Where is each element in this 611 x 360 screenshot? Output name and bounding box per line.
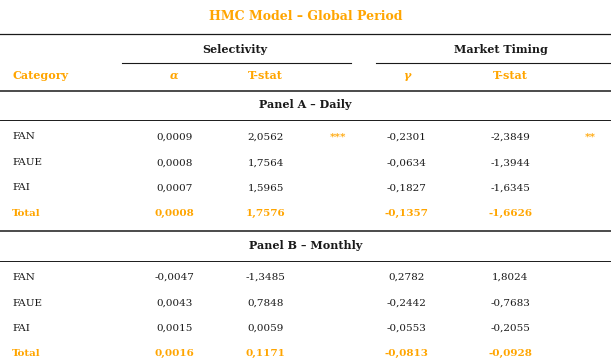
Text: Total: Total — [12, 349, 41, 358]
Text: -0,1357: -0,1357 — [384, 208, 428, 218]
Text: 0,0059: 0,0059 — [247, 324, 284, 333]
Text: 1,8024: 1,8024 — [492, 273, 529, 282]
Text: FAUE: FAUE — [12, 158, 42, 167]
Text: -0,1827: -0,1827 — [386, 184, 426, 192]
Text: α: α — [170, 70, 178, 81]
Text: FAN: FAN — [12, 273, 35, 282]
Text: -0,0553: -0,0553 — [386, 324, 426, 333]
Text: 1,7564: 1,7564 — [247, 158, 284, 167]
Text: ***: *** — [330, 132, 346, 141]
Text: -0,2055: -0,2055 — [490, 324, 530, 333]
Text: 2,0562: 2,0562 — [247, 132, 284, 141]
Text: FAUE: FAUE — [12, 299, 42, 307]
Text: -0,7683: -0,7683 — [490, 299, 530, 307]
Text: -0,2442: -0,2442 — [386, 299, 426, 307]
Text: -1,6626: -1,6626 — [488, 208, 532, 218]
Text: Market Timing: Market Timing — [454, 44, 548, 55]
Text: 0,0016: 0,0016 — [154, 349, 194, 358]
Text: 1,5965: 1,5965 — [247, 184, 284, 192]
Text: FAI: FAI — [12, 184, 30, 192]
Text: HMC Model – Global Period: HMC Model – Global Period — [209, 10, 402, 23]
Text: **: ** — [585, 132, 596, 141]
Text: Total: Total — [12, 209, 41, 217]
Text: FAI: FAI — [12, 324, 30, 333]
Text: Panel B – Monthly: Panel B – Monthly — [249, 240, 362, 251]
Text: -1,3485: -1,3485 — [246, 273, 286, 282]
Text: Selectivity: Selectivity — [203, 44, 268, 55]
Text: FAN: FAN — [12, 132, 35, 141]
Text: -0,0813: -0,0813 — [384, 349, 428, 358]
Text: 0,0015: 0,0015 — [156, 324, 192, 333]
Text: T-stat: T-stat — [248, 70, 284, 81]
Text: -1,3944: -1,3944 — [490, 158, 530, 167]
Text: -0,2301: -0,2301 — [386, 132, 426, 141]
Text: -0,0047: -0,0047 — [154, 273, 194, 282]
Text: 0,7848: 0,7848 — [247, 299, 284, 307]
Text: 0,0043: 0,0043 — [156, 299, 192, 307]
Text: -0,0634: -0,0634 — [386, 158, 426, 167]
Text: -1,6345: -1,6345 — [490, 184, 530, 192]
Text: 0,1171: 0,1171 — [246, 349, 286, 358]
Text: 0,0007: 0,0007 — [156, 184, 192, 192]
Text: 0,0008: 0,0008 — [156, 158, 192, 167]
Text: T-stat: T-stat — [492, 70, 528, 81]
Text: γ: γ — [403, 70, 410, 81]
Text: 1,7576: 1,7576 — [246, 208, 286, 218]
Text: Panel A – Daily: Panel A – Daily — [259, 99, 352, 110]
Text: -2,3849: -2,3849 — [490, 132, 530, 141]
Text: 0,0009: 0,0009 — [156, 132, 192, 141]
Text: -0,0928: -0,0928 — [488, 349, 532, 358]
Text: 0,0008: 0,0008 — [154, 208, 194, 218]
Text: 0,2782: 0,2782 — [388, 273, 425, 282]
Text: Category: Category — [12, 70, 68, 81]
